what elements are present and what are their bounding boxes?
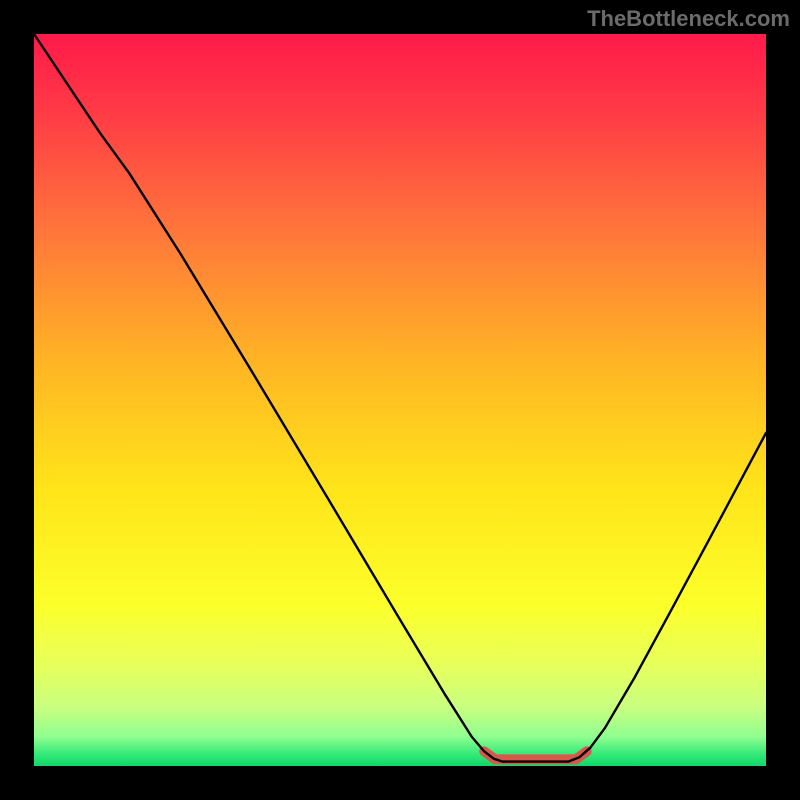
plot-area xyxy=(34,34,766,766)
watermark-text: TheBottleneck.com xyxy=(587,6,790,32)
chart-container: TheBottleneck.com xyxy=(0,0,800,800)
bottleneck-curve xyxy=(34,34,766,762)
flat-highlight xyxy=(484,751,586,759)
curve-layer xyxy=(34,34,766,766)
